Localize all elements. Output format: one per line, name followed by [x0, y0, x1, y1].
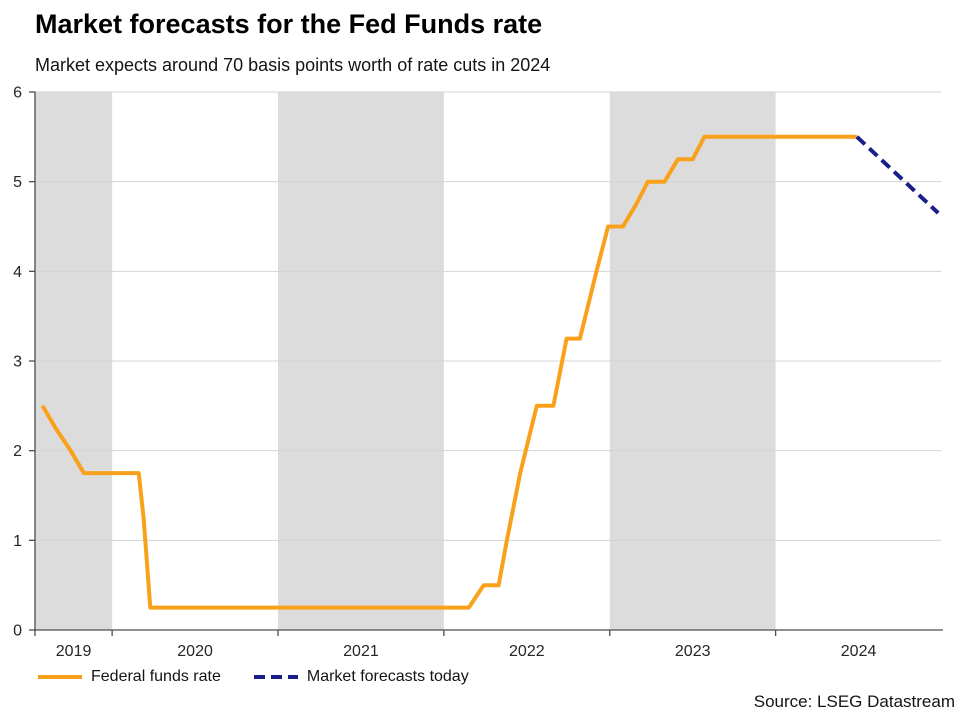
- federal-funds-rate-line-swatch: [38, 675, 82, 679]
- plot-area: 0 1 2 3 4 5 6 2019 2020 2021 2022 2023 2024: [13, 85, 943, 660]
- chart-legend: Federal funds rate Market forecasts toda…: [38, 668, 502, 686]
- y-tick-label: 5: [13, 174, 22, 191]
- x-tick-label: 2024: [841, 643, 877, 660]
- y-tick-label: 4: [13, 264, 22, 281]
- chart-title: Market forecasts for the Fed Funds rate: [35, 9, 543, 39]
- market-forecasts-line-swatch: [253, 675, 298, 679]
- legend-item-market-forecasts-today: Market forecasts today: [253, 668, 469, 686]
- y-tick-label: 0: [13, 623, 22, 640]
- x-tick-label: 2022: [509, 643, 545, 660]
- market-forecast-line: [855, 135, 940, 215]
- x-tick-label: 2023: [675, 643, 711, 660]
- federal-funds-rate-line: [40, 134, 857, 610]
- source-credit: Source: LSEG Datastream: [753, 692, 955, 711]
- y-tick-label: 6: [13, 85, 22, 102]
- y-tick-label: 2: [13, 443, 22, 460]
- legend-label-market-forecasts-today: Market forecasts today: [306, 668, 469, 685]
- x-tick-label: 2021: [343, 643, 379, 660]
- chart-subtitle: Market expects around 70 basis points wo…: [35, 55, 551, 75]
- legend-label-federal-funds-rate: Federal funds rate: [91, 668, 221, 685]
- y-tick-label: 1: [13, 533, 22, 550]
- x-tick-label: 2020: [177, 643, 213, 660]
- y-tick-label: 3: [13, 354, 22, 371]
- x-tick-label: 2019: [56, 643, 92, 660]
- legend-item-federal-funds-rate: Federal funds rate: [38, 668, 221, 686]
